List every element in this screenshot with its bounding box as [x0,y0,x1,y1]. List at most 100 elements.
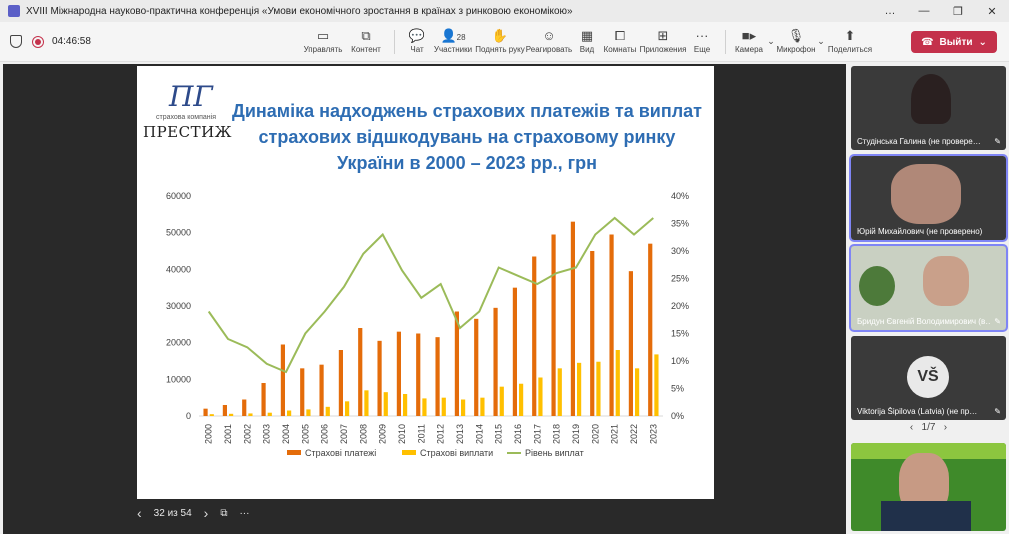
participants-button[interactable]: 👤28 Участники [433,28,473,55]
toolbar-divider [394,29,395,54]
y2-tick-label: 30% [671,246,689,256]
y2-tick-label: 35% [671,219,689,229]
x-tick-label: 2015 [494,424,504,444]
bar-payments [590,251,595,416]
maximize-button[interactable]: ❐ [953,5,963,18]
participant-tile[interactable]: Юрій Михайлович (не проверено) [849,154,1008,242]
bar-claims [403,394,408,416]
camera-options-chevron-icon[interactable]: ⌄ [767,36,775,46]
banner-decoration [851,443,1006,459]
rooms-button[interactable]: ⧠ Комнаты [603,28,637,55]
react-icon: ☺ [542,28,556,43]
bar-claims [345,401,350,416]
x-tick-label: 2019 [571,424,581,444]
bar-payments [222,405,227,416]
prev-slide-button[interactable]: ‹ [137,505,142,521]
bar-payments [493,307,498,416]
bar-payments [377,340,382,416]
chat-icon: 💬 [408,28,426,43]
phone-hangup-icon: ☎ [921,36,934,48]
legend-label: Страхові платежі [305,448,376,458]
bar-claims [635,368,640,416]
microphone-button[interactable]: 🎙 Микрофон [776,28,816,55]
x-tick-label: 2014 [474,424,484,444]
legend-label: Страхові виплати [420,448,493,458]
more-button[interactable]: ··· Еще [693,28,711,55]
y-tick-label: 40000 [166,264,191,274]
shield-icon [10,35,22,48]
view-icon: ▦ [580,28,594,43]
participant-tile[interactable]: Студінська Галина (не провере… ✎ [851,66,1006,150]
pager-prev-icon[interactable]: ‹ [909,422,914,433]
slide-more-icon[interactable]: ··· [239,507,250,519]
x-tick-label: 2012 [436,424,446,444]
leave-label: Выйти [939,36,973,48]
bar-payments [319,364,324,416]
mic-muted-icon: ✎ [994,407,1001,416]
bar-claims [306,409,311,416]
x-tick-label: 2008 [358,424,368,444]
x-tick-label: 2018 [552,424,562,444]
bar-claims [364,390,369,416]
participant-name: Студінська Галина (не провере… [857,137,981,146]
participant-video [923,256,969,306]
x-tick-label: 2000 [204,424,214,444]
bar-claims [422,398,427,416]
more-icon: ··· [695,28,709,43]
manage-button[interactable]: ▭ Управлять [303,28,343,55]
raise-hand-icon: ✋ [491,28,509,43]
more-options-icon[interactable]: … [884,5,896,17]
participant-tile[interactable] [851,443,1006,531]
teams-logo-icon [8,5,20,17]
bar-payments [435,337,440,416]
apps-button[interactable]: ⊞ Приложения [639,28,687,55]
meeting-toolbar: 04:46:58 ▭ Управлять ⧉ Контент 💬 Чат 👤28 Уча… [0,22,1009,62]
y2-tick-label: 5% [671,384,684,394]
y2-tick-label: 40% [671,191,689,201]
bar-claims [248,413,253,416]
x-tick-label: 2004 [281,424,291,444]
x-tick-label: 2009 [378,424,388,444]
y2-tick-label: 25% [671,274,689,284]
bar-payments [648,243,653,416]
bar-payments [300,368,305,416]
bar-claims [577,362,582,416]
prestige-logo-icon: ΠΓ [169,80,213,113]
bar-claims [596,361,601,416]
content-button[interactable]: ⧉ Контент [351,28,381,55]
leave-options-chevron-icon[interactable]: ⌄ [978,36,987,48]
participant-tile[interactable]: VŠ Viktorija Šipilova (Latvia) (не пр… ✎ [851,336,1006,420]
y-tick-label: 50000 [166,228,191,238]
view-button[interactable]: ▦ Вид [579,28,595,55]
bar-claims [461,399,466,416]
x-tick-label: 2023 [648,424,658,444]
bar-claims [383,392,388,416]
x-tick-label: 2006 [320,424,330,444]
react-button[interactable]: ☺ Реагировать [525,28,573,55]
x-tick-label: 2007 [339,424,349,444]
chat-button[interactable]: 💬 Чат [408,28,426,55]
bar-claims [325,406,330,416]
close-button[interactable]: ✕ [987,5,997,18]
bar-payments [628,271,633,416]
participant-tile[interactable]: Бридун Євгеній Володимирович (в… ✎ [849,244,1008,332]
legend-label: Рівень виплат [525,448,584,458]
share-button[interactable]: ⬆ Поделиться [827,28,873,55]
minimize-button[interactable]: — [918,5,930,17]
bar-claims [209,414,214,416]
bar-payments [454,311,459,416]
next-slide-button[interactable]: › [203,505,209,521]
mic-options-chevron-icon[interactable]: ⌄ [817,36,825,46]
camera-button[interactable]: ■▸ Камера [735,28,763,55]
legend-swatch [402,450,416,455]
window-title: XVIII Міжнародна науково-практична конфе… [26,5,573,17]
mic-muted-icon: ✎ [994,317,1001,326]
raise-hand-button[interactable]: ✋ Поднять руку [475,28,525,55]
toolbar-divider [725,29,726,54]
leave-button[interactable]: ☎ Выйти ⌄ [911,31,997,53]
pager-next-icon[interactable]: › [943,422,948,433]
bar-claims [287,410,292,416]
x-tick-label: 2001 [223,424,233,444]
bar-claims [538,377,543,416]
slide-overview-icon[interactable]: ⧉ [220,507,228,519]
